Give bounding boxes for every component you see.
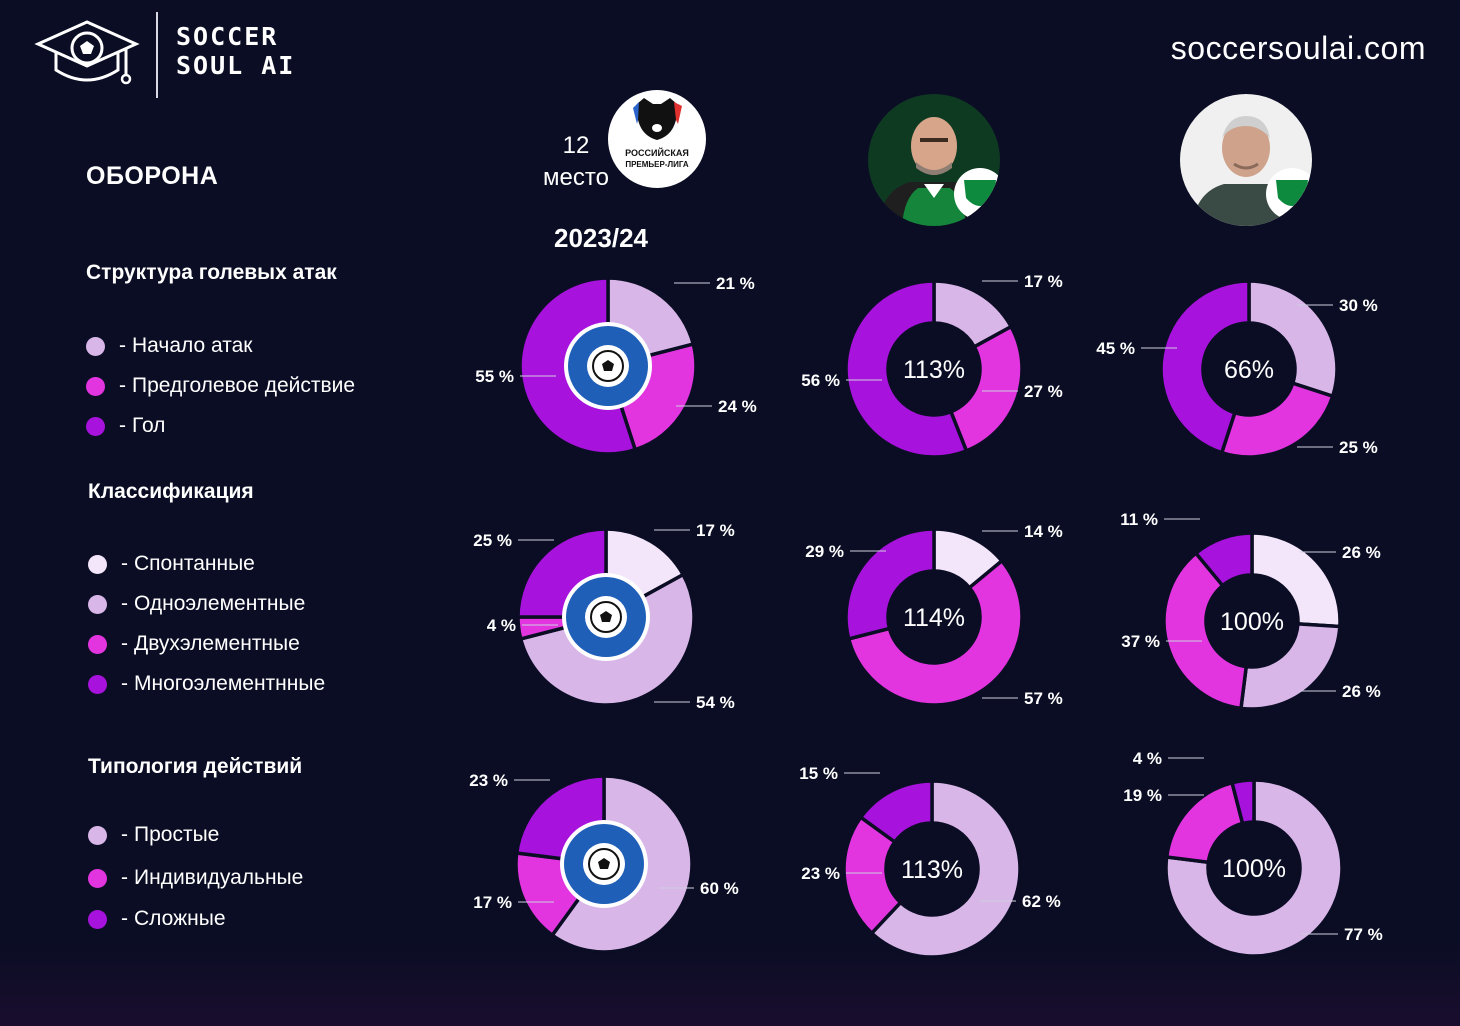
slice-label: 15 %	[799, 764, 838, 783]
legend-item: - Простые	[88, 813, 303, 857]
slice-label: 60 %	[700, 879, 739, 898]
donut-slice	[869, 779, 1022, 959]
legend-item: - Начало атак	[86, 326, 355, 366]
slice-label: 24 %	[718, 397, 757, 416]
legend-item: - Предголевое действие	[86, 366, 355, 406]
slice-label: 77 %	[1344, 925, 1383, 944]
slice-label: 25 %	[1339, 438, 1378, 457]
donut-slice	[1250, 531, 1342, 629]
donut-slice	[1219, 381, 1335, 459]
group-title-typology: Типология действий	[88, 755, 303, 778]
group-title-classification: Классификация	[88, 480, 254, 503]
center-total: 113%	[901, 856, 963, 884]
slice-label: 17 %	[1024, 272, 1063, 291]
center-total: 114%	[903, 604, 965, 632]
slice-label: 14 %	[1024, 522, 1063, 541]
donut-chart-9: 77 % 19 % 4 % 100%	[1123, 738, 1384, 1003]
slice-label: 45 %	[1096, 339, 1135, 358]
center-total: 100%	[1222, 855, 1286, 883]
donut-slice	[858, 779, 934, 845]
slice-label: 4 %	[487, 616, 516, 635]
club-badge-icon	[564, 322, 652, 410]
slice-label: 23 %	[801, 864, 840, 883]
brand-name: SOCCER SOUL AI	[176, 22, 296, 80]
donut-chart-3: 30 % 25 % 45 % 66%	[1096, 239, 1379, 504]
slice-label: 25 %	[473, 531, 512, 550]
donut-slice	[1159, 279, 1251, 455]
coach-1-avatar	[868, 94, 1000, 226]
legend-item: - Гол	[86, 406, 355, 446]
slice-label: 30 %	[1339, 296, 1378, 315]
donut-chart-1: 21 % 24 % 55 %	[475, 236, 757, 501]
slice-label: 55 %	[475, 367, 514, 386]
donut-chart-8: 62 % 23 % 15 % 113%	[799, 739, 1062, 1004]
donut-slice	[844, 279, 969, 459]
site-url[interactable]: soccersoulai.com	[1170, 30, 1426, 66]
donut-slice	[844, 527, 936, 642]
svg-text:ПРЕМЬЕР-ЛИГА: ПРЕМЬЕР-ЛИГА	[625, 160, 689, 169]
legend-item: - Одноэлементные	[88, 584, 325, 624]
league-place: 12 место	[536, 130, 616, 194]
svg-text:РОССИЙСКАЯ: РОССИЙСКАЯ	[625, 147, 689, 158]
slice-label: 17 %	[696, 521, 735, 540]
donut-chart-5: 14 % 57 % 29 % 114%	[804, 487, 1064, 752]
legend-item: - Двухэлементные	[88, 624, 325, 664]
center-total: 66%	[1224, 356, 1274, 384]
donut-slice	[1247, 279, 1339, 399]
donut-chart-6: 26 % 26 % 37 % 11 % 100%	[1120, 491, 1382, 756]
donut-chart-2: 17 % 27 % 56 % 113%	[801, 239, 1064, 504]
donut-slice	[948, 324, 1024, 454]
group-title-structure: Структура голевых атак	[86, 261, 337, 284]
coach-2-avatar	[1180, 94, 1312, 226]
slice-label: 26 %	[1342, 682, 1381, 701]
place-number: 12	[562, 132, 590, 159]
brand-divider	[156, 12, 158, 98]
slice-label: 19 %	[1123, 786, 1162, 805]
legend-item: - Индивидуальные	[88, 857, 303, 899]
donut-slice	[1164, 778, 1344, 958]
league-logo: РОССИЙСКАЯ ПРЕМЬЕР-ЛИГА	[608, 90, 706, 188]
club-badge-icon	[562, 573, 650, 661]
center-total: 100%	[1220, 608, 1284, 636]
slice-label: 27 %	[1024, 382, 1063, 401]
brand-logo-icon	[34, 20, 140, 85]
donut-slice	[1239, 622, 1342, 711]
center-total: 113%	[903, 356, 965, 384]
slice-label: 23 %	[469, 771, 508, 790]
slice-label: 17 %	[473, 893, 512, 912]
slice-label: 29 %	[805, 542, 844, 561]
slice-label: 62 %	[1022, 892, 1061, 911]
legend-item: - Многоэлементнные	[88, 664, 325, 704]
donut-slice	[1162, 550, 1249, 711]
slice-label: 57 %	[1024, 689, 1063, 708]
place-word: место	[543, 164, 609, 191]
donut-slice	[1229, 778, 1256, 826]
section-title: ОБОРОНА	[86, 162, 219, 190]
slice-label: 37 %	[1121, 632, 1160, 651]
donut-slice	[1193, 531, 1254, 589]
slice-label: 26 %	[1342, 543, 1381, 562]
slice-label: 11 %	[1120, 510, 1158, 529]
legend-item: - Сложные	[88, 899, 303, 939]
donut-chart-4: 17 % 54 % 4 % 25 %	[473, 487, 736, 752]
season-label: 2023/24	[554, 223, 648, 253]
slice-label: 56 %	[801, 371, 840, 390]
club-badge-icon	[560, 820, 648, 908]
donut-slice	[846, 558, 1024, 707]
slice-label: 4 %	[1133, 749, 1162, 768]
slice-label: 54 %	[696, 693, 735, 712]
bear-icon: РОССИЙСКАЯ ПРЕМЬЕР-ЛИГА	[625, 98, 689, 169]
donut-slice	[842, 814, 903, 936]
slice-label: 21 %	[716, 274, 755, 293]
donut-chart-7: 60 % 17 % 23 %	[469, 734, 739, 999]
legend-item: - Спонтанные	[88, 544, 325, 584]
